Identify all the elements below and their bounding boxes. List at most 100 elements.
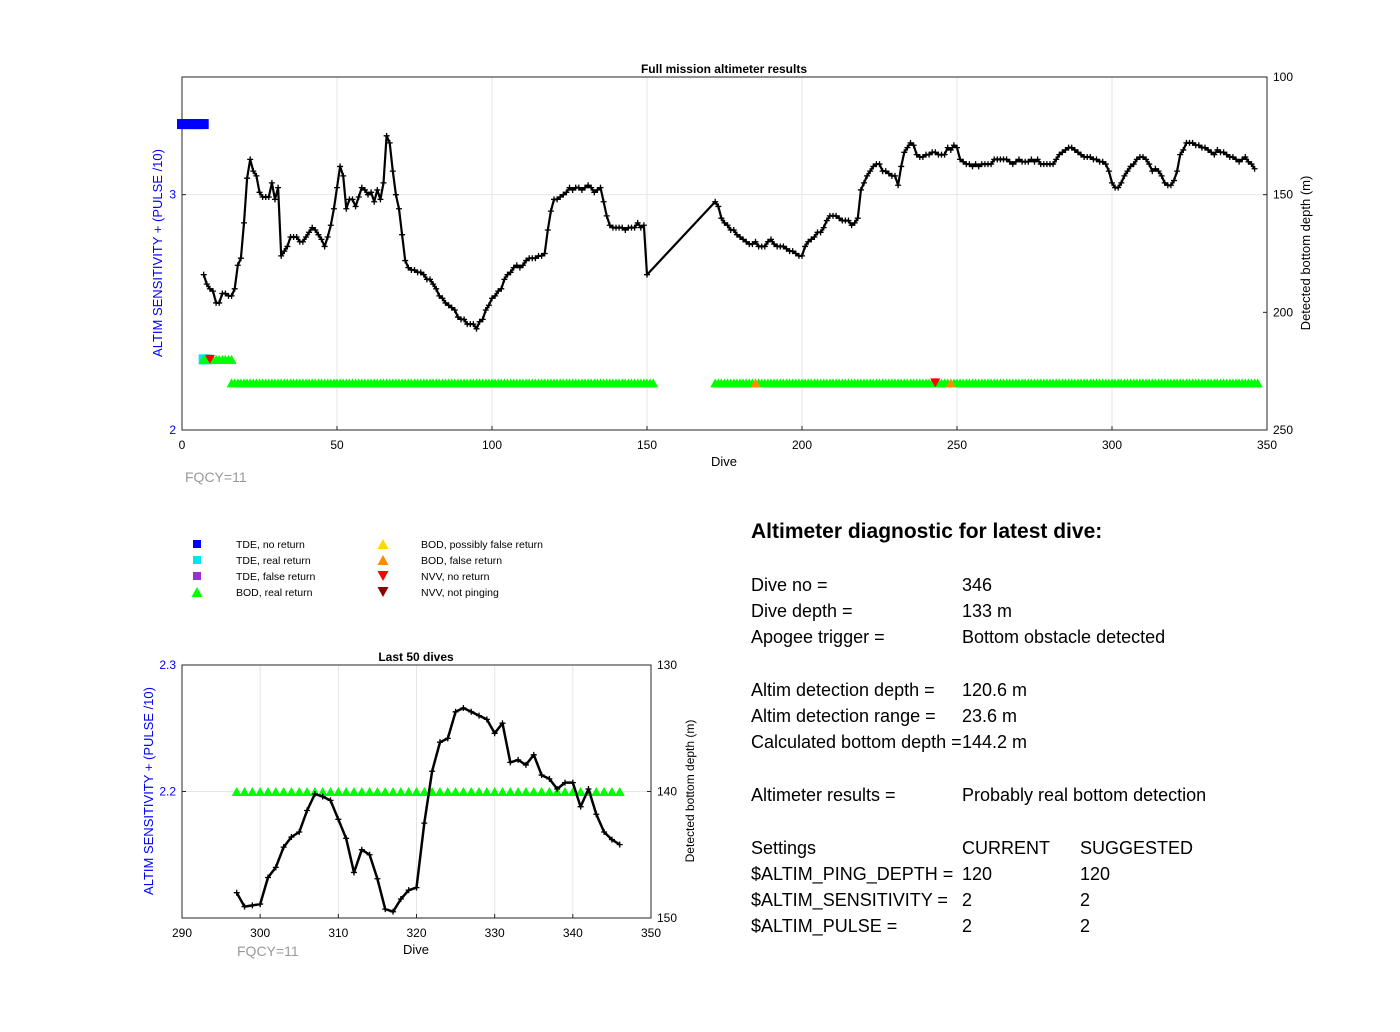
depth-point bbox=[306, 229, 313, 236]
depth-point bbox=[303, 234, 309, 241]
top-chart-left-ticks: 23 bbox=[169, 188, 186, 437]
depth-point bbox=[1177, 151, 1184, 158]
depth-point bbox=[761, 243, 768, 250]
marker-triangle-up bbox=[520, 787, 531, 796]
depth-point bbox=[257, 901, 264, 908]
depth-point bbox=[578, 186, 585, 193]
top-chart-markers bbox=[177, 119, 1263, 388]
depth-point bbox=[451, 306, 458, 313]
sensitivity-suggested: 2 bbox=[1080, 890, 1091, 910]
depth-point bbox=[321, 243, 328, 250]
depth-point bbox=[588, 184, 595, 191]
marker-triangle-up bbox=[411, 787, 422, 796]
depth-point bbox=[836, 215, 843, 222]
depth-point bbox=[560, 191, 567, 198]
depth-point bbox=[764, 238, 771, 245]
depth-point bbox=[470, 321, 477, 328]
depth-point bbox=[1062, 146, 1069, 153]
legend-label: TDE, false return bbox=[236, 571, 316, 583]
depth-point bbox=[870, 163, 877, 170]
full-mission-chart: Full mission altimeter results 0 50 100 150… bbox=[150, 62, 1313, 485]
depth-point bbox=[1087, 154, 1094, 161]
depth-point bbox=[593, 811, 600, 818]
depth-point bbox=[594, 186, 601, 193]
depth-point bbox=[523, 257, 530, 264]
depth-point bbox=[532, 255, 539, 262]
depth-point bbox=[1229, 154, 1236, 161]
depth-point bbox=[562, 779, 569, 786]
depth-point bbox=[805, 238, 812, 245]
dive-no-label: Dive no = bbox=[751, 575, 828, 595]
depth-point bbox=[413, 884, 420, 891]
marker-triangle-up bbox=[247, 787, 258, 796]
depth-point bbox=[352, 203, 359, 210]
ping-depth-suggested: 120 bbox=[1080, 864, 1111, 884]
marker-triangle-up bbox=[614, 787, 625, 796]
depth-point bbox=[591, 189, 598, 196]
legend-label: TDE, no return bbox=[236, 539, 305, 551]
depth-point bbox=[1143, 156, 1150, 163]
depth-point bbox=[857, 186, 864, 193]
depth-point bbox=[740, 236, 747, 243]
depth-point bbox=[1211, 151, 1218, 158]
depth-point bbox=[355, 194, 362, 201]
depth-point bbox=[954, 144, 960, 151]
depth-point bbox=[253, 172, 260, 179]
depth-point bbox=[724, 222, 731, 229]
depth-point bbox=[957, 156, 964, 163]
depth-point bbox=[1053, 156, 1060, 163]
depth-point bbox=[833, 212, 840, 219]
depth-point bbox=[433, 285, 440, 292]
depth-point bbox=[538, 252, 545, 259]
x-tick-label: 350 bbox=[641, 926, 661, 940]
depth-point bbox=[792, 250, 799, 257]
depth-point bbox=[324, 234, 331, 241]
depth-point bbox=[389, 168, 396, 175]
depth-point bbox=[228, 292, 235, 299]
depth-point bbox=[1071, 146, 1078, 153]
legend-marker-square bbox=[193, 540, 201, 548]
depth-point bbox=[1208, 149, 1215, 156]
depth-point bbox=[619, 224, 626, 231]
marker-triangle-up bbox=[270, 787, 281, 796]
depth-point bbox=[569, 186, 576, 193]
depth-point bbox=[820, 224, 827, 231]
depth-point bbox=[358, 846, 365, 853]
depth-point bbox=[768, 236, 774, 243]
depth-point bbox=[585, 785, 592, 792]
depth-point bbox=[712, 198, 719, 205]
marker-triangle-up bbox=[302, 787, 313, 796]
depth-point bbox=[515, 756, 522, 763]
altim-detection-range-label: Altim detection range = bbox=[751, 706, 936, 726]
depth-point bbox=[399, 231, 406, 238]
depth-point bbox=[845, 217, 852, 224]
depth-point bbox=[780, 243, 787, 250]
depth-point bbox=[495, 288, 502, 295]
depth-point bbox=[988, 161, 995, 168]
bottom-chart-title: Last 50 dives bbox=[378, 650, 454, 664]
marker-triangle-up bbox=[489, 787, 500, 796]
x-tick-label: 310 bbox=[328, 926, 348, 940]
marker-triangle-up bbox=[442, 787, 453, 796]
depth-point bbox=[382, 906, 389, 913]
depth-point bbox=[241, 903, 248, 910]
y-left-tick-label: 2.2 bbox=[159, 785, 176, 799]
depth-line bbox=[235, 706, 621, 913]
x-tick-label: 350 bbox=[1257, 438, 1277, 452]
depth-point bbox=[975, 163, 982, 170]
depth-point bbox=[1109, 179, 1115, 186]
depth-point bbox=[771, 241, 778, 248]
marker-triangle-up bbox=[466, 787, 477, 796]
depth-point bbox=[405, 887, 412, 894]
y-right-tick-label: 100 bbox=[1273, 70, 1293, 84]
depth-point bbox=[272, 864, 279, 871]
x-tick-label: 300 bbox=[1102, 438, 1122, 452]
depth-point bbox=[365, 191, 371, 198]
depth-point bbox=[919, 154, 926, 161]
marker-triangle-up bbox=[434, 787, 445, 796]
depth-point bbox=[281, 248, 288, 255]
marker-triangle-up bbox=[348, 787, 359, 796]
depth-point bbox=[337, 163, 344, 170]
marker-triangle-up bbox=[239, 787, 250, 796]
pulse-current: 2 bbox=[962, 916, 973, 936]
